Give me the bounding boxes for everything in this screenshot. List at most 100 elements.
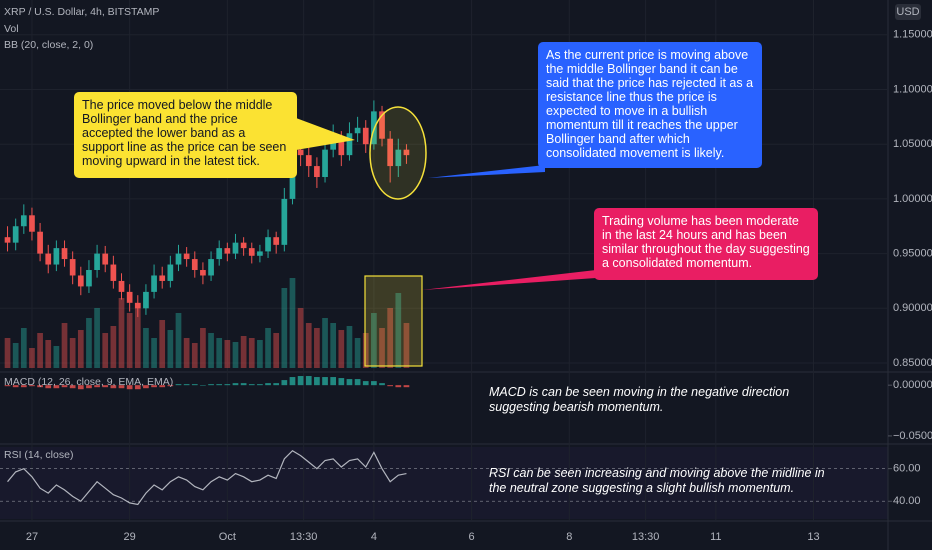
macd-bar xyxy=(314,377,320,386)
volume-bar xyxy=(265,328,271,368)
volume-bar xyxy=(167,330,174,368)
macd-bar xyxy=(346,379,353,386)
candle-body xyxy=(403,149,410,156)
volume-highlight xyxy=(364,275,423,367)
volume-bar xyxy=(69,338,76,368)
candle-body xyxy=(102,253,109,265)
x-tick-label: 13 xyxy=(807,531,819,543)
volume-bar xyxy=(371,313,377,368)
volume-bar xyxy=(143,328,149,368)
volume-bar xyxy=(224,340,231,368)
candle-body xyxy=(151,275,157,292)
volume-bar xyxy=(297,308,304,368)
macd-bar xyxy=(4,385,11,387)
candle-body xyxy=(257,251,263,256)
volume-bar xyxy=(232,342,239,368)
macd-bar xyxy=(338,378,345,386)
volume-bar xyxy=(346,326,353,368)
macd-bar xyxy=(232,383,239,386)
volume-bar xyxy=(330,323,337,368)
macd-bar xyxy=(12,385,19,388)
x-tick-label: 6 xyxy=(469,531,475,543)
volume-bar xyxy=(94,308,100,368)
volume-bar xyxy=(110,326,117,368)
candle-body xyxy=(346,133,353,156)
rsi-line xyxy=(7,449,407,506)
candle-body xyxy=(354,127,361,134)
macd-bar xyxy=(273,383,280,386)
macd-bar xyxy=(257,384,263,386)
candle-body xyxy=(322,149,328,178)
candle-body xyxy=(208,259,214,276)
macd-bar xyxy=(143,385,149,389)
volume-bar xyxy=(151,338,157,368)
macd-bar xyxy=(159,385,166,388)
volume-bar xyxy=(175,313,182,368)
macd-bar xyxy=(216,384,223,386)
y-tick-label: 40.00 xyxy=(893,495,921,507)
candle-body xyxy=(20,215,27,227)
macd-bar xyxy=(354,379,361,386)
callout-pointer xyxy=(422,270,596,290)
x-tick-label: Oct xyxy=(219,531,236,543)
macd-bar xyxy=(45,385,52,389)
macd-bar xyxy=(395,385,402,388)
candle-body xyxy=(53,248,60,265)
volume-bar xyxy=(53,346,60,368)
macd-bar xyxy=(265,383,271,386)
volume-bar xyxy=(314,328,320,368)
candle-body xyxy=(314,166,320,178)
candle-body xyxy=(248,248,255,256)
macd-bar xyxy=(20,385,27,388)
volume-label: Vol xyxy=(4,23,19,35)
macd-bar xyxy=(248,384,255,386)
volume-bar xyxy=(12,343,19,368)
volume-bar xyxy=(403,323,410,368)
candle-body xyxy=(387,138,394,167)
candle-body xyxy=(126,291,133,303)
candle-body xyxy=(281,198,288,245)
volume-bar xyxy=(395,293,402,368)
macd-bar xyxy=(86,385,92,389)
candle-body xyxy=(4,237,11,243)
candle-body xyxy=(86,270,92,287)
volume-bar xyxy=(126,313,133,368)
candle-body xyxy=(134,302,141,309)
candle-body xyxy=(61,248,68,260)
x-tick-label: 29 xyxy=(124,531,136,543)
macd-bar xyxy=(94,385,100,388)
macd-bar xyxy=(118,385,125,389)
candle-body xyxy=(305,155,312,167)
volume-bar xyxy=(191,343,198,368)
macd-bar xyxy=(183,384,190,386)
volume-bar xyxy=(387,308,394,368)
volume-bar xyxy=(257,340,263,368)
candle-body xyxy=(232,242,239,254)
candle-body xyxy=(159,275,166,281)
volume-bar xyxy=(305,323,312,368)
macd-bar xyxy=(208,384,214,386)
macd-bar xyxy=(403,385,410,388)
macd-bar xyxy=(240,383,247,386)
rsi-pane-bg xyxy=(0,447,888,519)
macd-bar xyxy=(224,384,231,386)
candle-body xyxy=(224,248,231,254)
volume-bar xyxy=(289,278,296,368)
macd-bar xyxy=(191,384,198,386)
volume-bar xyxy=(379,328,385,368)
callout-pointer xyxy=(296,118,355,150)
x-tick-label: 11 xyxy=(710,531,721,543)
macd-bar xyxy=(281,380,288,386)
macd-bar xyxy=(371,381,377,386)
volume-bar xyxy=(77,330,84,368)
macd-bar xyxy=(167,385,174,387)
volume-bar xyxy=(45,340,52,368)
volume-bar xyxy=(281,288,288,368)
candle-body xyxy=(330,138,337,150)
candle-body xyxy=(379,111,385,139)
candle-body xyxy=(395,149,402,167)
candle-body xyxy=(175,253,182,265)
macd-bar xyxy=(330,377,337,386)
